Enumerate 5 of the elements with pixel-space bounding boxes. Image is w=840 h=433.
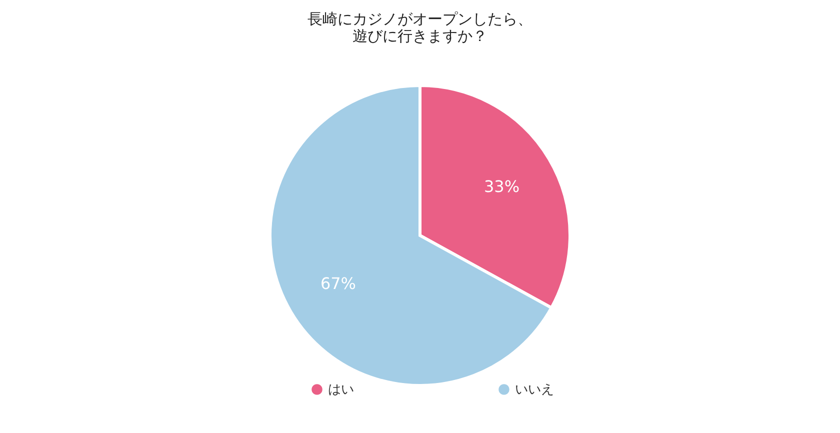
legend-label: いいえ bbox=[515, 382, 554, 398]
chart-title: 長崎にカジノがオープンしたら、遊びに行きますか？ bbox=[308, 10, 532, 45]
data-label: 67% bbox=[320, 274, 356, 293]
legend-label: はい bbox=[328, 382, 354, 398]
data-label: 33% bbox=[484, 177, 520, 196]
